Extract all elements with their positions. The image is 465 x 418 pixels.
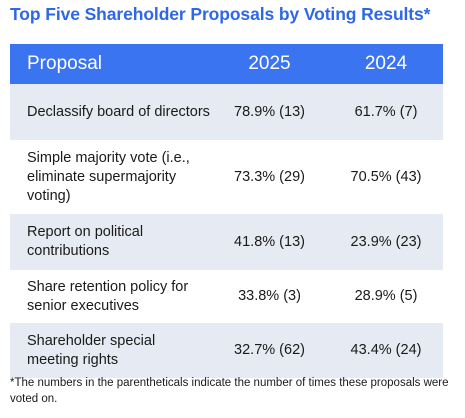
proposal-cell: Report on political contributions [27,224,144,259]
proposal-cell: Simple majority vote (i.e., eliminate su… [27,149,190,204]
proposal-cell: Shareholder special meeting rights [27,332,156,368]
header-2024: 2024 [364,53,408,74]
table-row: Simple majority vote (i.e., eliminate su… [10,141,443,214]
value-2024-cell: 70.5% (43) [350,168,422,185]
value-2025-cell: 73.3% (29) [234,168,305,185]
header-2025: 2025 [248,53,291,74]
table-row: Report on political contributions 41.8% … [10,214,443,271]
value-2024-cell: 23.9% (23) [350,233,422,250]
value-2025-cell: 41.8% (13) [234,233,305,250]
header-proposal: Proposal [27,53,102,74]
footnote: *The numbers in the parentheticals indic… [10,377,449,405]
proposal-cell: Declassify board of directors [27,103,210,120]
page-title: Top Five Shareholder Proposals by Voting… [10,4,431,24]
table-header: Proposal 2025 2024 [10,44,443,84]
value-2024-cell: 43.4% (24) [350,342,422,358]
value-2024-cell: 28.9% (5) [354,288,418,304]
value-2025-cell: 32.7% (62) [234,342,305,358]
table-row: Declassify board of directors 78.9% (13)… [10,84,443,141]
table-row: Share retention policy for senior execut… [10,271,443,323]
table-row: Shareholder special meeting rights 32.7%… [10,323,443,379]
proposal-cell: Share retention policy for senior execut… [27,278,189,314]
proposals-table: Proposal 2025 2024 Declassify board of d… [10,44,443,379]
value-2025-cell: 78.9% (13) [234,103,305,120]
value-2025-cell: 33.8% (3) [238,288,301,304]
value-2024-cell: 61.7% (7) [354,103,418,120]
